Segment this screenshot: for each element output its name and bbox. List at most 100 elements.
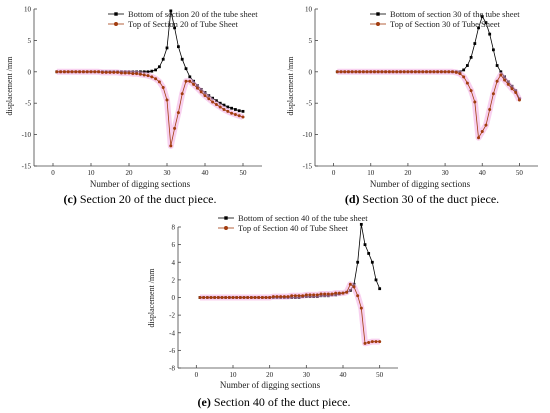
chart-c-series-2-point [157,80,161,84]
chart-c-series-2-point [70,70,74,74]
chart-e-xtick-label: 30 [303,371,311,379]
chart-d-series-2-point [387,70,391,74]
chart-c-caption-text: Section 20 of the duct piece. [80,192,217,206]
chart-d-series-2-point [503,78,507,82]
chart-c-xtick-label: 0 [51,169,55,177]
chart-d-legend-entry-1: Bottom of section 30 of the tube sheet [370,9,520,19]
chart-d-xtick-label: 20 [404,169,412,177]
chart-e-series-2-point [326,292,330,296]
chart-e-series-2-point [235,296,239,299]
chart-e-ytick-label: 0 [172,294,176,302]
chart-c-series-2-point [180,92,184,96]
chart-d-xtick-label: 30 [442,169,450,177]
chart-e-series-2-point [301,294,305,298]
chart-e-series-2-point [224,296,228,299]
chart-e-legend-entry-2: Top of Section 40 of Tube Sheet [218,223,349,233]
chart-d-xtick-label: 10 [367,169,375,177]
chart-e-series-2-point [293,294,297,298]
chart-d-series-2-point [514,91,518,95]
chart-d-series-2-point [395,70,399,74]
chart-c-xlabel: Number of digging sections [90,179,191,189]
chart-e-series-2-point [308,293,312,297]
chart-e-series-2-point [363,341,367,345]
chart-c-series-2-point [184,79,188,83]
chart-c-series-1-point [218,101,222,105]
chart-d-series-2-point [369,70,373,74]
chart-c-series-2-point [222,107,226,111]
chart-d-series-2-point [506,82,510,86]
chart-c-series-2-point [188,79,192,83]
chart-c-series-2-point [192,82,196,86]
chart-e-series-2-point [275,295,279,299]
chart-d-series-1-point [477,26,480,30]
chart-d-series-2-point [432,70,436,74]
chart-d-series-2-point [454,70,458,74]
chart-e-xlabel: Number of digging sections [220,380,321,390]
chart-d-series-2-point [517,98,521,102]
chart-c-series-2-point [74,70,78,74]
chart-e-series-2-point [330,292,334,296]
chart-c-series-1-point [150,69,154,73]
chart-d-series-2-point [358,70,362,74]
chart-c-series-2-point [123,71,127,75]
chart-e-legend-entry-1: Bottom of section 40 of the tube sheet [218,213,368,223]
chart-e-series-2-point [359,306,363,310]
chart-c-series-2-point [173,126,177,130]
chart-e-series-2-point [260,296,264,299]
chart-c-xtick-label: 50 [240,169,248,177]
chart-e-caption-text: Section 40 of the duct piece. [214,395,351,409]
chart-c-series-1-point [169,9,173,13]
chart-e-series-1-point [378,287,382,291]
chart-c-series-2-point [116,70,120,74]
chart-c-series-1-point [158,65,161,69]
chart-c-series-2-band [56,68,244,149]
chart-e-series-2-point [249,296,253,299]
chart-c-series-2-point [131,72,135,76]
chart-d-series-2-point [354,70,358,74]
chart-d-legend-marker [376,22,380,26]
chart-d-series-2-point [447,70,451,74]
chart-c-series-2-point [142,73,146,77]
chart-c-caption-letter: (c) [64,192,77,206]
chart-e-series-2-point [213,296,217,299]
chart-e-series-2-point [271,295,275,299]
chart-d-series-2-point [473,100,477,104]
chart-e-ytick-label: 2 [172,276,176,284]
chart-c-series-1-point [165,46,169,50]
chart-c-series-1-point [188,75,192,79]
chart-c-series-2-point [62,70,66,74]
chart-c-plot-area: -15 -10 -5 0 5 10 0 10 20 30 40 50 Bottom of section… [22,6,262,177]
chart-e-series-2-point [216,296,220,299]
chart-e-series-2-point [297,294,301,298]
chart-d-xtick-label: 50 [516,169,524,177]
chart-d-legend-marker [376,12,380,16]
chart-d-series-2-point [484,123,488,127]
chart-c-series-2-point [150,75,154,79]
chart-c-series-2-point [241,115,245,119]
chart-e-series-1-point [363,243,367,247]
chart-e-xtick-label: 40 [340,371,348,379]
chart-e-xtick-label: 0 [195,371,199,379]
chart-e-plot-area: -8 -6 -4 -2 0 2 4 6 8 0 10 20 30 40 50 Bottom of sectio… [169,213,398,379]
chart-c-series-2-point [233,113,237,117]
chart-e-series-2-point [341,291,345,295]
chart-c-xtick-label: 10 [88,169,96,177]
chart-e-series-2-point [205,296,209,299]
chart-c-series-2-point [112,70,116,74]
chart-c-series-1-point [222,103,226,107]
chart-e-caption: (e) Section 40 of the duct piece. [198,395,351,409]
chart-e-series-2-point [374,340,378,344]
chart-e-series-2-point [220,296,224,299]
chart-d-series-2-point [391,70,395,74]
chart-c-series-1-point [226,105,230,109]
chart-e-ylabel: displacement /mm [147,268,156,328]
chart-d-series-2-point [491,92,495,96]
chart-d-series-1-point [488,32,492,36]
chart-c-legend-marker [114,12,118,16]
chart-c-series-2-point [66,70,70,74]
chart-d-xlabel: Number of digging sections [370,179,471,189]
chart-d-series-1-point [465,64,469,67]
chart-e-series-2-point [246,296,250,299]
chart-e-ytick-label: -6 [169,347,175,355]
